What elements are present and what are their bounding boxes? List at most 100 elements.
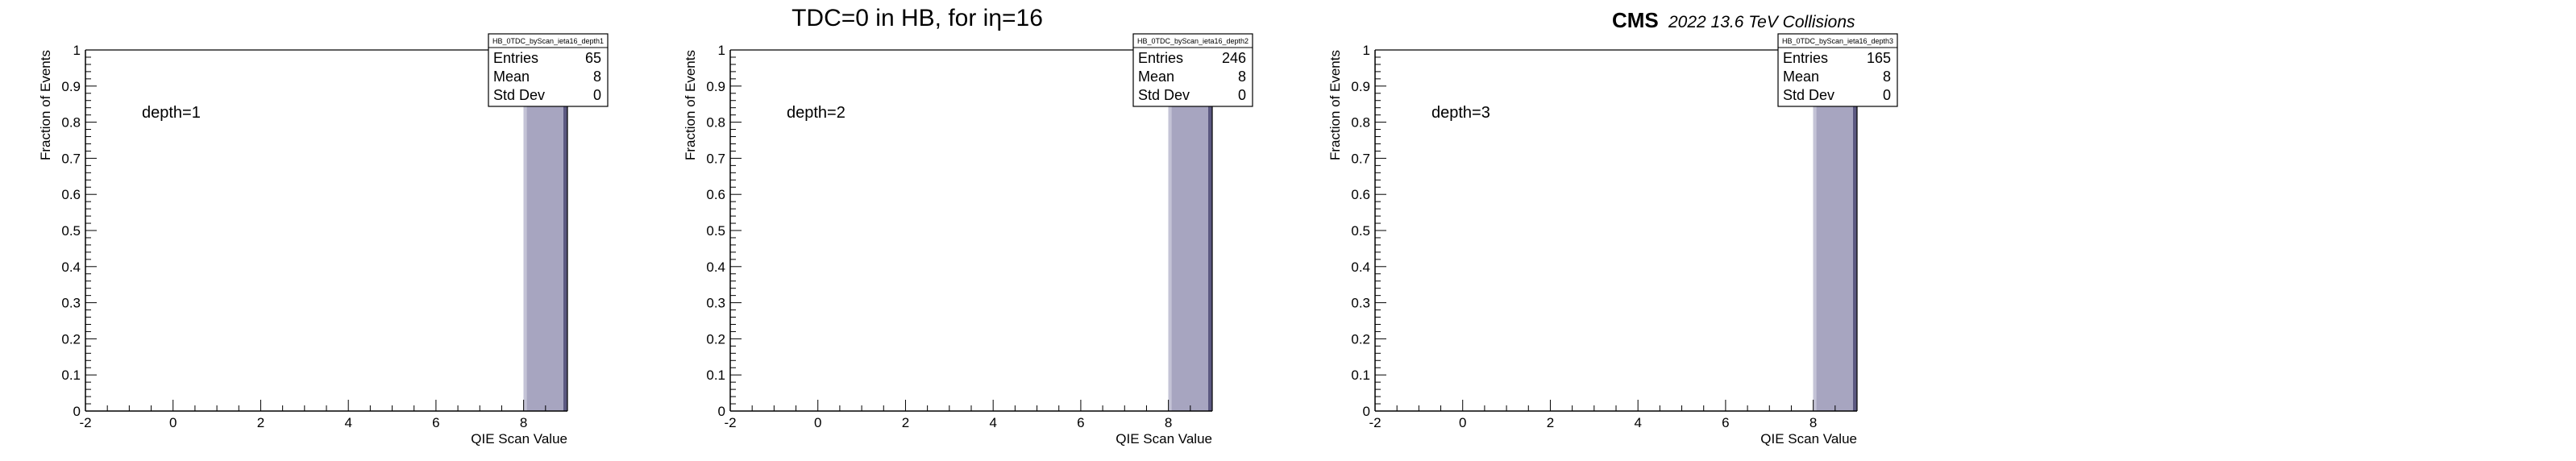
y-tick-label: 0.4	[61, 260, 81, 275]
stats-value: 8	[1883, 69, 1891, 85]
y-tick-label: 1	[1363, 43, 1370, 58]
stats-box	[1132, 33, 1253, 107]
y-tick-label: 1	[718, 43, 725, 58]
y-tick-label: 0.5	[61, 223, 81, 239]
x-tick-label: 0	[169, 415, 177, 430]
x-tick-label: 6	[1722, 415, 1729, 430]
y-tick-label: 0	[73, 404, 81, 419]
x-tick-label: 4	[989, 415, 996, 430]
y-tick-label: 0.1	[706, 368, 725, 383]
x-tick-label: 8	[1165, 415, 1172, 430]
y-tick-label: 0.2	[61, 331, 81, 347]
x-tick-label: 4	[344, 415, 351, 430]
y-tick-label: 0.1	[61, 368, 81, 383]
stats-label: Mean	[1138, 69, 1174, 85]
depth-label: depth=1	[142, 104, 201, 122]
x-tick-label: -2	[1369, 415, 1381, 430]
y-axis-title: Fraction of Events	[1327, 50, 1343, 160]
y-tick-label: 0.5	[1351, 223, 1370, 239]
y-tick-label: 0.1	[1351, 368, 1370, 383]
y-tick-label: 0.9	[1351, 79, 1370, 94]
stats-label: Std Dev	[1783, 87, 1834, 103]
y-tick-label: 1	[73, 43, 81, 58]
histogram-bar	[1168, 50, 1212, 411]
histogram-bar-highlight	[1813, 50, 1817, 411]
y-tick-label: 0.6	[61, 187, 81, 202]
x-tick-label: 8	[1809, 415, 1817, 430]
stats-label: Std Dev	[1138, 87, 1190, 103]
x-tick-label: 8	[520, 415, 527, 430]
x-tick-label: -2	[724, 415, 736, 430]
stats-label: Mean	[493, 69, 530, 85]
cms-sublabel: 2022 13.6 TeV Collisions	[1668, 13, 1855, 31]
stats-value: 165	[1867, 50, 1891, 66]
x-tick-label: 2	[902, 415, 909, 430]
y-tick-label: 0.9	[61, 79, 81, 94]
stats-value: 0	[1883, 87, 1891, 103]
stats-title: HB_0TDC_byScan_ieta16_depth1	[492, 37, 604, 45]
y-tick-label: 0.6	[706, 187, 725, 202]
x-tick-label: 6	[432, 415, 439, 430]
x-axis-title: QIE Scan Value	[1760, 431, 1857, 446]
y-tick-label: 0.7	[61, 151, 81, 166]
y-tick-label: 0.6	[1351, 187, 1370, 202]
y-tick-label: 0	[1363, 404, 1370, 419]
stats-value: 8	[593, 69, 601, 85]
histogram-panel-1: -2 0 2 4 6 800.10.20.30.40.50.60.70.80.91QIE …	[38, 33, 609, 446]
stats-title: HB_0TDC_byScan_ieta16_depth2	[1137, 37, 1249, 45]
histogram-bar-shadow	[1853, 50, 1857, 411]
stats-title: HB_0TDC_byScan_ieta16_depth3	[1782, 37, 1893, 45]
stats-label: Std Dev	[493, 87, 545, 103]
y-tick-label: 0.2	[1351, 331, 1370, 347]
stats-label: Entries	[1783, 50, 1828, 66]
cms-label: CMS	[1612, 8, 1659, 32]
y-tick-label: 0.4	[1351, 260, 1370, 275]
y-tick-label: 0.7	[1351, 151, 1370, 166]
x-axis-title: QIE Scan Value	[1116, 431, 1212, 446]
y-tick-label: 0.3	[706, 296, 725, 311]
histogram-bar	[523, 50, 567, 411]
x-tick-label: 2	[257, 415, 264, 430]
stats-label: Entries	[1138, 50, 1183, 66]
y-tick-label: 0.8	[61, 115, 81, 131]
y-axis-title: Fraction of Events	[683, 50, 698, 160]
stats-label: Entries	[493, 50, 538, 66]
y-tick-label: 0.3	[61, 296, 81, 311]
y-tick-label: 0.7	[706, 151, 725, 166]
depth-label: depth=2	[787, 104, 846, 122]
x-tick-label: 0	[814, 415, 821, 430]
y-tick-label: 0.5	[706, 223, 725, 239]
stats-value: 0	[1238, 87, 1246, 103]
panels-group: -2 0 2 4 6 800.10.20.30.40.50.60.70.80.91QIE …	[38, 33, 1898, 446]
x-tick-label: 0	[1459, 415, 1466, 430]
stats-label: Mean	[1783, 69, 1819, 85]
y-axis-title: Fraction of Events	[38, 50, 53, 160]
x-tick-label: 4	[1634, 415, 1641, 430]
y-tick-label: 0.9	[706, 79, 725, 94]
x-tick-label: 6	[1077, 415, 1084, 430]
stats-value: 246	[1222, 50, 1246, 66]
x-tick-label: -2	[79, 415, 91, 430]
histogram-bar	[1813, 50, 1857, 411]
histogram-bar-highlight	[1168, 50, 1172, 411]
y-tick-label: 0.8	[706, 115, 725, 131]
x-axis-title: QIE Scan Value	[471, 431, 567, 446]
y-tick-label: 0	[718, 404, 725, 419]
y-tick-label: 0.4	[706, 260, 725, 275]
y-tick-label: 0.2	[706, 331, 725, 347]
stats-value: 8	[1238, 69, 1246, 85]
x-tick-label: 2	[1547, 415, 1554, 430]
histogram-panel-3: -2 0 2 4 6 800.10.20.30.40.50.60.70.80.91QIE …	[1327, 33, 1898, 446]
stats-box	[1777, 33, 1898, 107]
histogram-bar-shadow	[563, 50, 567, 411]
y-tick-label: 0.3	[1351, 296, 1370, 311]
y-tick-label: 0.8	[1351, 115, 1370, 131]
stats-value: 65	[585, 50, 601, 66]
stats-box	[488, 33, 609, 107]
histogram-panel-2: -2 0 2 4 6 800.10.20.30.40.50.60.70.80.91QIE …	[683, 33, 1253, 446]
depth-label: depth=3	[1431, 104, 1490, 122]
histogram-bar-shadow	[1208, 50, 1212, 411]
stats-value: 0	[593, 87, 601, 103]
figure-title: TDC=0 in HB, for iη=16	[791, 5, 1043, 31]
